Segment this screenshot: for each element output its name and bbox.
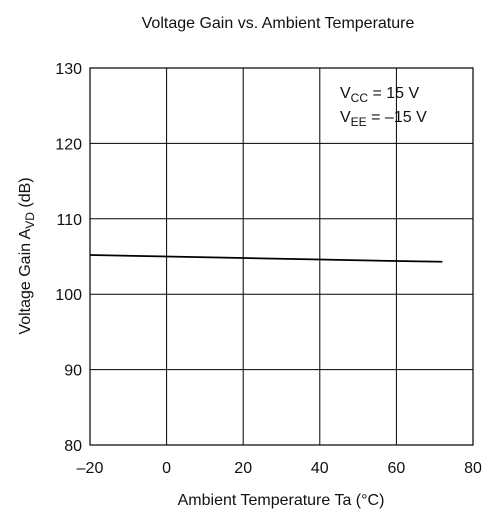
x-tick-label: 0 <box>162 460 171 477</box>
y-tick-label: 110 <box>56 212 82 229</box>
x-tick-label: 80 <box>464 460 482 477</box>
annotation-main: V <box>340 109 351 126</box>
y-label-main: Voltage Gain A <box>17 228 34 334</box>
annotation-main: V <box>340 85 351 102</box>
annotation-sub: EE <box>351 115 367 129</box>
x-tick-label: –20 <box>77 460 104 477</box>
annotation-sub: CC <box>351 91 369 105</box>
x-tick-label: 40 <box>311 460 329 477</box>
y-tick-label: 90 <box>64 363 82 380</box>
y-tick-label: 100 <box>55 287 82 304</box>
annotation-tail: = 15 V <box>368 85 419 102</box>
y-tick-label: 120 <box>55 136 82 153</box>
y-tick-label: 130 <box>55 61 82 78</box>
chart-title: Voltage Gain vs. Ambient Temperature <box>142 15 415 32</box>
x-axis-label: Ambient Temperature Ta (°C) <box>178 492 385 509</box>
y-label-sub: VD <box>23 212 37 229</box>
y-label-tail: (dB) <box>17 177 34 212</box>
annotation: VCC = 15 V <box>340 85 419 105</box>
x-tick-label: 60 <box>388 460 406 477</box>
y-tick-label: 80 <box>64 438 82 455</box>
plot-frame <box>89 67 474 446</box>
y-axis-label: Voltage Gain AVD (dB) <box>17 177 37 334</box>
annotation: VEE = –15 V <box>340 109 427 129</box>
data-line <box>89 254 443 263</box>
x-tick-label: 20 <box>234 460 252 477</box>
